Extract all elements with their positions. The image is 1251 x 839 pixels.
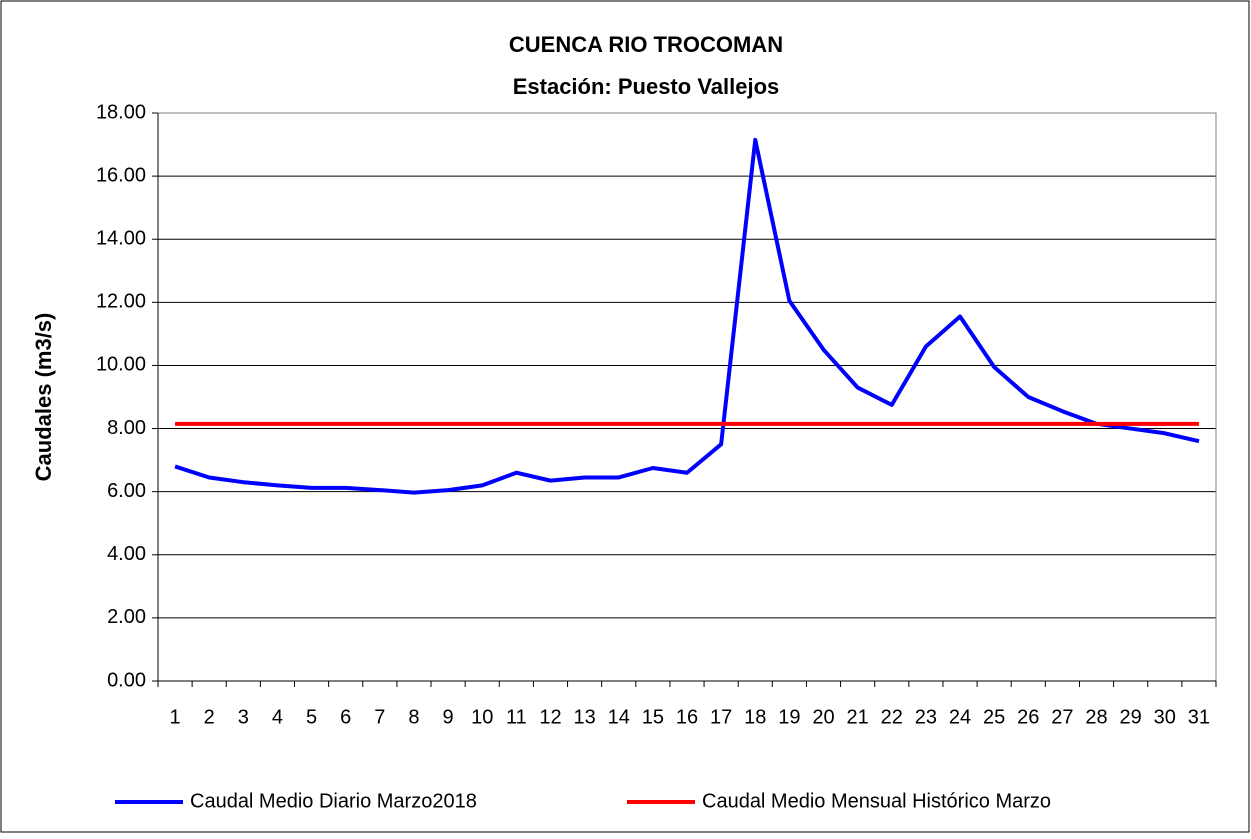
x-tick-label: 7 — [374, 706, 385, 728]
y-axis-label: Caudales (m3/s) — [31, 313, 56, 482]
x-tick-label: 14 — [608, 706, 630, 728]
x-tick-label: 11 — [506, 706, 527, 728]
y-tick-label: 2.00 — [107, 606, 146, 628]
x-tick-label: 16 — [676, 706, 698, 728]
y-tick-label: 14.00 — [96, 228, 146, 250]
x-tick-label: 23 — [915, 706, 937, 728]
x-tick-label: 20 — [812, 706, 834, 728]
x-tick-label: 6 — [340, 706, 351, 728]
x-tick-label: 19 — [778, 706, 800, 728]
x-tick-label: 29 — [1120, 706, 1142, 728]
x-tick-label: 24 — [949, 706, 971, 728]
x-tick-label: 18 — [744, 706, 766, 728]
x-tick-label: 27 — [1051, 706, 1073, 728]
x-tick-label: 15 — [642, 706, 664, 728]
y-tick-label: 8.00 — [107, 417, 146, 439]
x-tick-label: 28 — [1085, 706, 1107, 728]
y-tick-label: 0.00 — [107, 669, 146, 691]
x-tick-label: 22 — [881, 706, 903, 728]
x-tick-label: 21 — [847, 706, 869, 728]
x-tick-label: 4 — [272, 706, 283, 728]
x-tick-label: 3 — [238, 706, 249, 728]
x-tick-label: 30 — [1154, 706, 1176, 728]
legend-label: Caudal Medio Diario Marzo2018 — [190, 790, 477, 812]
chart-title: CUENCA RIO TROCOMAN — [509, 32, 783, 57]
x-tick-label: 13 — [573, 706, 595, 728]
x-tick-label: 2 — [204, 706, 215, 728]
y-tick-label: 12.00 — [96, 291, 146, 313]
chart-subtitle: Estación: Puesto Vallejos — [513, 74, 780, 99]
x-tick-label: 5 — [306, 706, 317, 728]
x-tick-label: 17 — [710, 706, 732, 728]
y-tick-label: 4.00 — [107, 543, 146, 565]
legend-label: Caudal Medio Mensual Histórico Marzo — [702, 790, 1051, 812]
x-tick-label: 9 — [443, 706, 454, 728]
x-tick-label: 31 — [1188, 706, 1210, 728]
x-tick-label: 12 — [539, 706, 561, 728]
y-tick-label: 18.00 — [96, 101, 146, 123]
x-tick-label: 8 — [408, 706, 419, 728]
series-line — [174, 137, 1200, 495]
x-tick-label: 26 — [1017, 706, 1039, 728]
x-tick-label: 10 — [471, 706, 493, 728]
y-tick-label: 10.00 — [96, 354, 146, 376]
y-tick-label: 16.00 — [96, 164, 146, 186]
x-tick-label: 25 — [983, 706, 1005, 728]
x-tick-label: 1 — [170, 706, 181, 728]
y-tick-label: 6.00 — [107, 480, 146, 502]
